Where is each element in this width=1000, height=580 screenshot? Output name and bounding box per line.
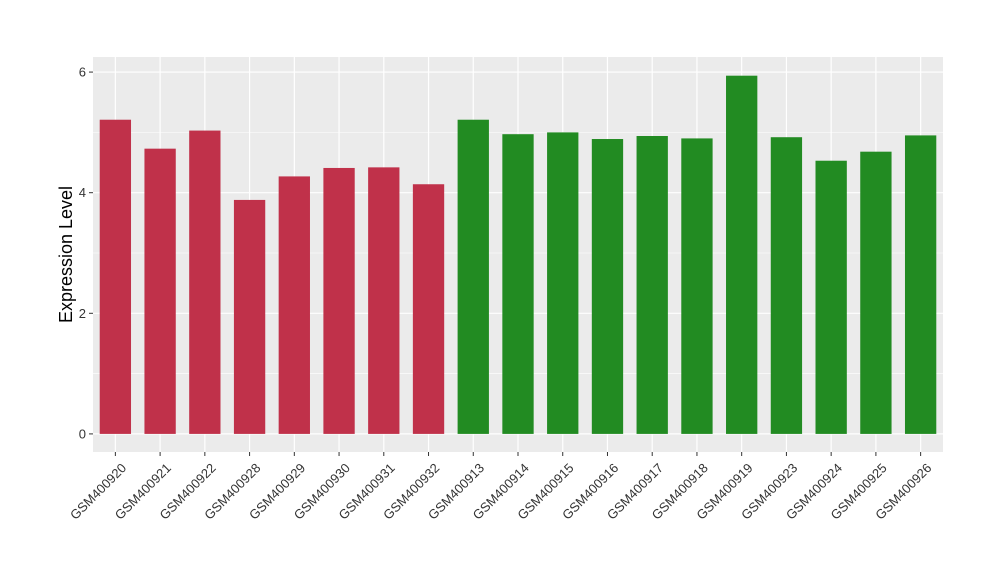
y-axis-label: Expression Level [56,186,76,323]
bar-GSM400921 [144,148,176,434]
bar-GSM400931 [368,167,400,434]
bar-GSM400929 [278,176,310,434]
bar-GSM400930 [323,167,355,434]
bar-GSM400923 [770,137,803,434]
bar-GSM400916 [591,139,624,434]
bar-GSM400922 [189,130,221,434]
bar-GSM400928 [233,199,266,434]
bar-GSM400926 [904,135,937,434]
y-tick-label: 6 [79,65,86,80]
bar-GSM400918 [681,138,713,434]
bar-GSM400932 [412,184,445,434]
y-tick-label: 0 [79,426,86,441]
bar-GSM400913 [457,119,489,434]
bar-GSM400917 [636,136,668,434]
x-axis: GSM400920GSM400921GSM400922GSM400928GSM4… [67,452,935,523]
bar-GSM400919 [726,75,758,434]
bar-GSM400915 [547,132,579,434]
bars [99,75,937,434]
bar-GSM400920 [99,119,132,434]
bar-GSM400925 [860,151,892,434]
bar-GSM400914 [502,134,534,434]
bar-GSM400924 [815,160,847,434]
y-tick-label: 2 [79,306,86,321]
y-axis: 0 2 4 6 [79,65,93,441]
y-tick-label: 4 [79,185,86,200]
